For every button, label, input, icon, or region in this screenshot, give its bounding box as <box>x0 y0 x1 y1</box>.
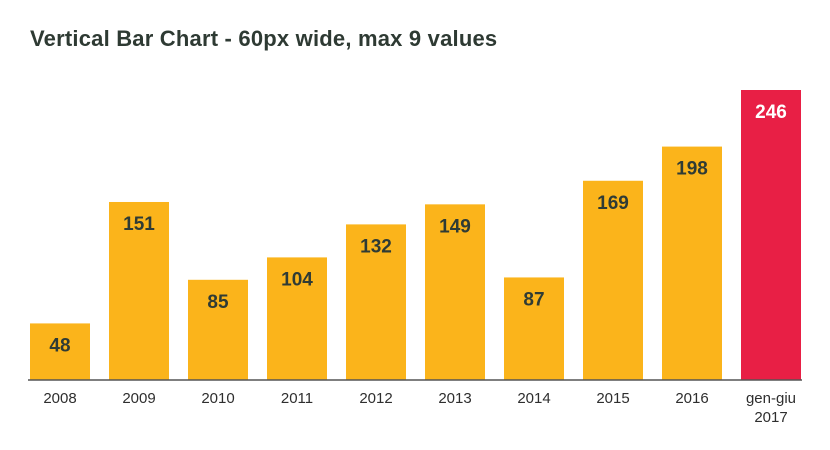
x-tick-label: 2015 <box>596 390 629 407</box>
bar-value-label: 132 <box>360 236 392 257</box>
bar-2011 <box>267 257 327 380</box>
x-tick-label: 2010 <box>201 390 234 407</box>
bar-2013 <box>425 204 485 380</box>
x-tick-label: 2012 <box>359 390 392 407</box>
bar-2016 <box>662 146 722 380</box>
bar-2012 <box>346 224 406 380</box>
bar-2015 <box>583 180 643 380</box>
bar-2014 <box>504 277 564 380</box>
bar-value-label: 198 <box>676 159 708 180</box>
x-tick-label: gen-giu 2017 <box>746 390 796 426</box>
bar-2008 <box>30 323 90 380</box>
bar-gen-giu-2017 <box>741 90 801 380</box>
bar-value-label: 169 <box>597 193 629 214</box>
bar-value-label: 151 <box>123 214 155 235</box>
bar-value-label: 48 <box>49 335 70 356</box>
x-tick-label: 2009 <box>122 390 155 407</box>
chart-title: Vertical Bar Chart - 60px wide, max 9 va… <box>30 26 498 51</box>
x-tick-label: 2014 <box>517 390 550 407</box>
x-tick-label: 2013 <box>438 390 471 407</box>
bar-value-label: 246 <box>755 102 787 123</box>
bars-group: 48 151 85 104 132 149 87 169 198 246 <box>30 90 801 380</box>
bar-value-label: 85 <box>207 292 229 313</box>
x-tick-label: 2016 <box>675 390 708 407</box>
bar-value-label: 104 <box>281 269 313 290</box>
x-tick-label: 2008 <box>43 390 76 407</box>
x-axis-labels: 2008 2009 2010 2011 2012 2013 2014 2015 2016 gen-… <box>43 390 796 426</box>
bar-value-label: 87 <box>523 289 544 310</box>
x-tick-label: 2011 <box>281 390 313 407</box>
bar-value-label: 149 <box>439 216 471 237</box>
bar-2009 <box>109 201 169 380</box>
bar-2010 <box>188 279 248 380</box>
